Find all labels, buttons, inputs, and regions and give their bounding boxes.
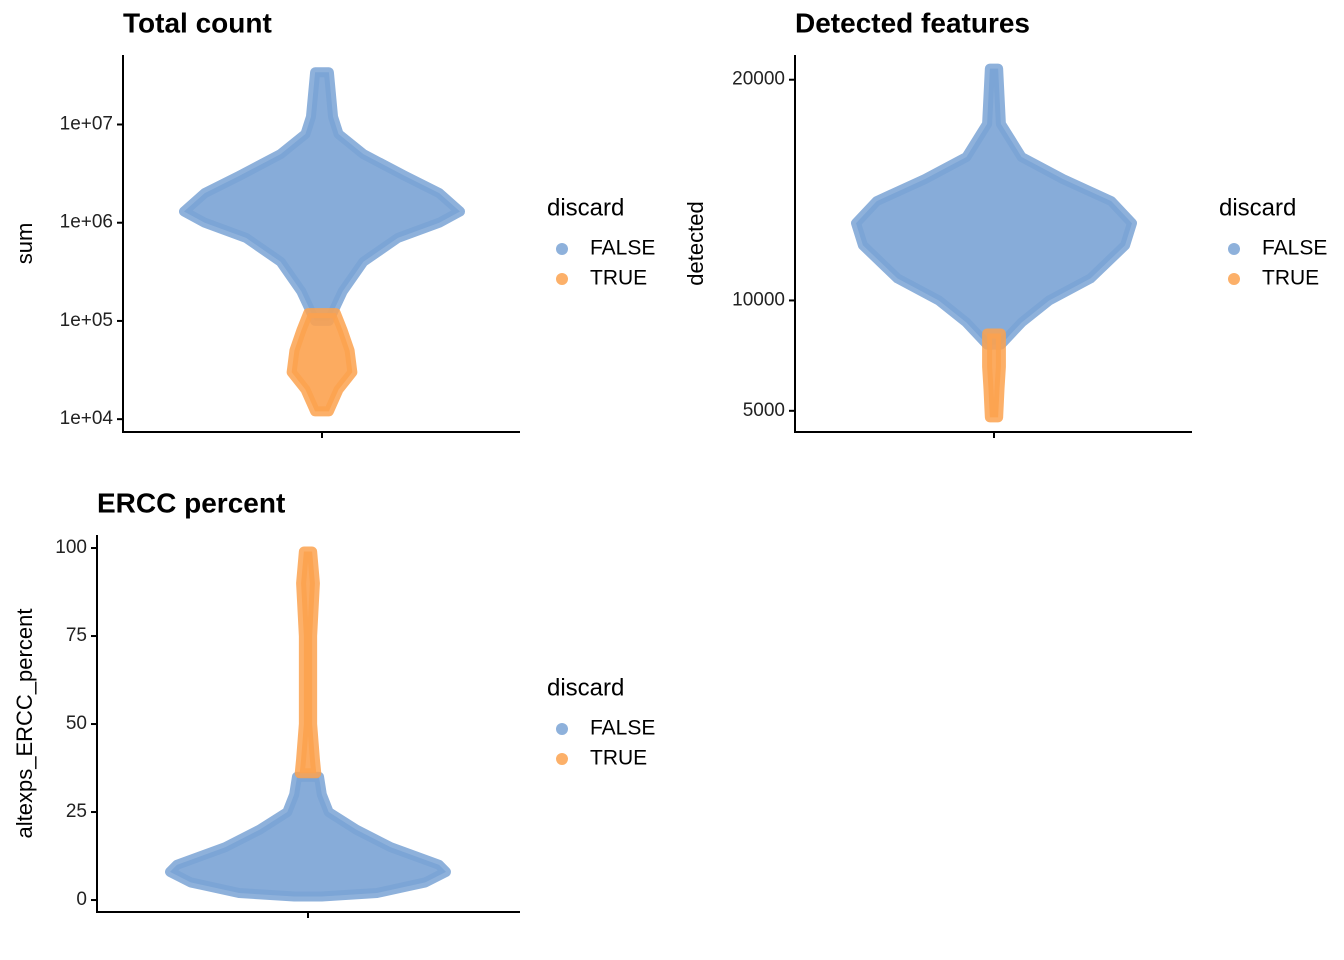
legend-key [1228, 243, 1240, 255]
y-axis-label: sum [12, 223, 37, 265]
legend-label: TRUE [1262, 267, 1319, 290]
legend-title: discard [547, 194, 624, 221]
chart-title: Total count [123, 7, 272, 38]
y-tick-label: 1e+06 [60, 212, 113, 233]
y-tick-label: 50 [66, 713, 87, 734]
y-tick-label: 25 [66, 801, 87, 822]
y-tick-label: 100 [55, 537, 87, 558]
chart-title: Detected features [795, 7, 1030, 38]
chart-title: ERCC percent [97, 487, 285, 518]
legend-key [556, 243, 568, 255]
violin [294, 546, 322, 779]
legend-label: FALSE [1262, 237, 1327, 260]
y-tick-label: 1e+04 [60, 408, 114, 429]
legend-label: TRUE [590, 747, 647, 770]
violin [179, 67, 465, 326]
legend-key [1228, 273, 1240, 285]
legend-key [556, 723, 568, 735]
legend-key [556, 753, 568, 765]
y-tick-label: 0 [76, 889, 87, 910]
legend-title: discard [1219, 194, 1296, 221]
violin [982, 328, 1006, 423]
violin [286, 308, 358, 417]
y-axis-label: detected [683, 201, 708, 285]
y-tick-label: 75 [66, 625, 87, 646]
legend-label: FALSE [590, 237, 655, 260]
y-tick-label: 5000 [743, 400, 785, 421]
violin [851, 63, 1137, 350]
legend-label: TRUE [590, 267, 647, 290]
legend-title: discard [547, 674, 624, 701]
violin [165, 771, 451, 902]
legend-key [556, 273, 568, 285]
y-tick-label: 1e+05 [60, 310, 113, 331]
y-tick-label: 10000 [732, 289, 785, 310]
y-tick-label: 20000 [732, 69, 785, 90]
legend-label: FALSE [590, 717, 655, 740]
y-axis-label: altexps_ERCC_percent [12, 609, 37, 839]
y-tick-label: 1e+07 [60, 114, 113, 135]
